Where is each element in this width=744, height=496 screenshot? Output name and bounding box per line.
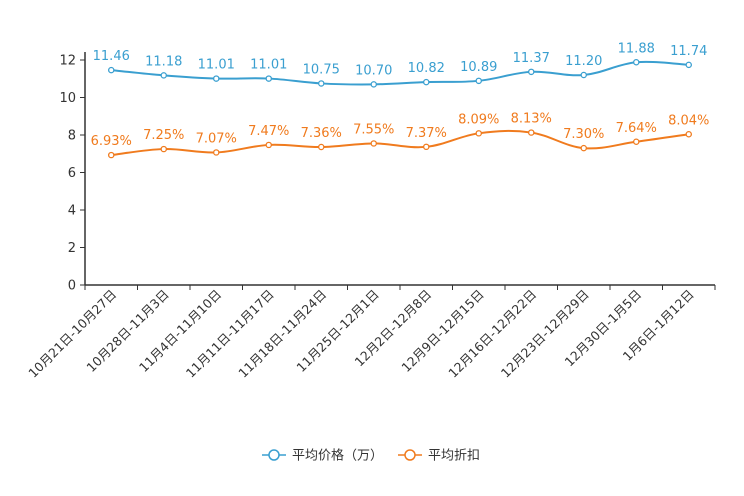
x-tick-label: 10月21日-10月27日 [25, 287, 119, 381]
data-label: 7.36% [301, 126, 342, 141]
chart-axes [84, 52, 715, 286]
data-label: 7.55% [353, 122, 394, 137]
data-label: 7.47% [248, 124, 289, 139]
chart-series: 11.46 11.18 11.01 11.01 10.75 10.70 10.82 10.89… [91, 41, 709, 159]
legend-label: 平均折扣 [428, 449, 480, 464]
data-label: 11.74 [670, 44, 707, 59]
series-line [111, 60, 689, 86]
y-tick-label: 4 [68, 204, 76, 219]
legend-item-1[interactable]: 平均折扣 [398, 449, 480, 464]
data-label: 7.25% [143, 128, 184, 143]
series-1: 6.93% 7.25% 7.07% 7.47% 7.36% 7.55% 7.37% 8.09%… [91, 112, 709, 159]
data-point[interactable] [685, 61, 693, 69]
data-label: 7.30% [563, 127, 604, 142]
y-tick-label: 10 [59, 91, 76, 106]
data-label: 11.18 [145, 54, 182, 69]
data-point[interactable] [265, 141, 272, 149]
data-label: 11.46 [93, 49, 130, 64]
data-point[interactable] [370, 140, 377, 147]
x-tick-label: 12月16日-12月22日 [445, 287, 539, 381]
data-label: 7.07% [196, 131, 237, 146]
data-label: 11.01 [198, 58, 235, 73]
chart-legend[interactable]: 平均价格（万） 平均折扣 [262, 448, 480, 464]
data-point[interactable] [528, 68, 535, 76]
data-point[interactable] [370, 81, 377, 88]
data-point[interactable] [475, 130, 482, 137]
data-label: 7.64% [616, 121, 657, 136]
data-label: 8.09% [458, 112, 499, 127]
data-label: 7.37% [406, 126, 447, 141]
data-label: 10.89 [460, 60, 497, 75]
data-point[interactable] [212, 149, 220, 156]
y-tick-label: 8 [68, 129, 76, 144]
y-tick-label: 6 [68, 166, 76, 181]
data-point[interactable] [160, 145, 167, 153]
x-axis-ticks: 10月21日-10月27日10月28日-11月3日11月4日-11月10日11月… [25, 285, 716, 381]
data-point[interactable] [317, 80, 325, 87]
data-label: 11.20 [565, 54, 602, 69]
data-label: 10.70 [355, 63, 392, 78]
y-axis-ticks: 0 2 4 6 8 10 12 [59, 54, 85, 294]
data-label: 11.88 [618, 41, 655, 56]
data-point[interactable] [160, 72, 167, 79]
legend-marker-icon [404, 449, 416, 461]
data-label: 10.82 [408, 61, 445, 76]
data-label: 8.04% [668, 113, 709, 128]
data-point[interactable] [580, 71, 588, 79]
data-point[interactable] [633, 138, 640, 145]
data-point[interactable] [685, 130, 693, 138]
data-point[interactable] [528, 129, 535, 136]
data-point[interactable] [580, 144, 588, 152]
data-point[interactable] [317, 143, 325, 151]
legend-marker-icon [268, 449, 280, 461]
legend-label: 平均价格（万） [292, 448, 383, 464]
data-label: 6.93% [91, 134, 132, 149]
x-tick-label: 11月11日-11月17日 [183, 287, 277, 381]
data-point[interactable] [633, 59, 640, 66]
series-0: 11.46 11.18 11.01 11.01 10.75 10.70 10.82 10.89… [93, 41, 707, 88]
x-tick-label: 11月18日-11月24日 [235, 287, 329, 381]
data-point[interactable] [108, 151, 115, 159]
data-point[interactable] [108, 66, 115, 74]
y-tick-label: 2 [68, 241, 76, 256]
data-point[interactable] [422, 78, 430, 86]
data-label: 10.75 [303, 62, 340, 77]
data-label: 11.37 [513, 51, 550, 66]
data-point[interactable] [422, 143, 430, 151]
x-tick-label: 12月23日-12月29日 [498, 287, 592, 381]
data-point[interactable] [475, 77, 482, 85]
y-tick-label: 0 [68, 279, 76, 294]
data-point[interactable] [212, 75, 220, 82]
data-label: 8.13% [511, 112, 552, 127]
legend-item-0[interactable]: 平均价格（万） [262, 448, 383, 464]
y-tick-label: 12 [59, 54, 76, 69]
series-line [111, 129, 689, 157]
data-label: 11.01 [250, 58, 287, 73]
data-point[interactable] [265, 75, 272, 82]
